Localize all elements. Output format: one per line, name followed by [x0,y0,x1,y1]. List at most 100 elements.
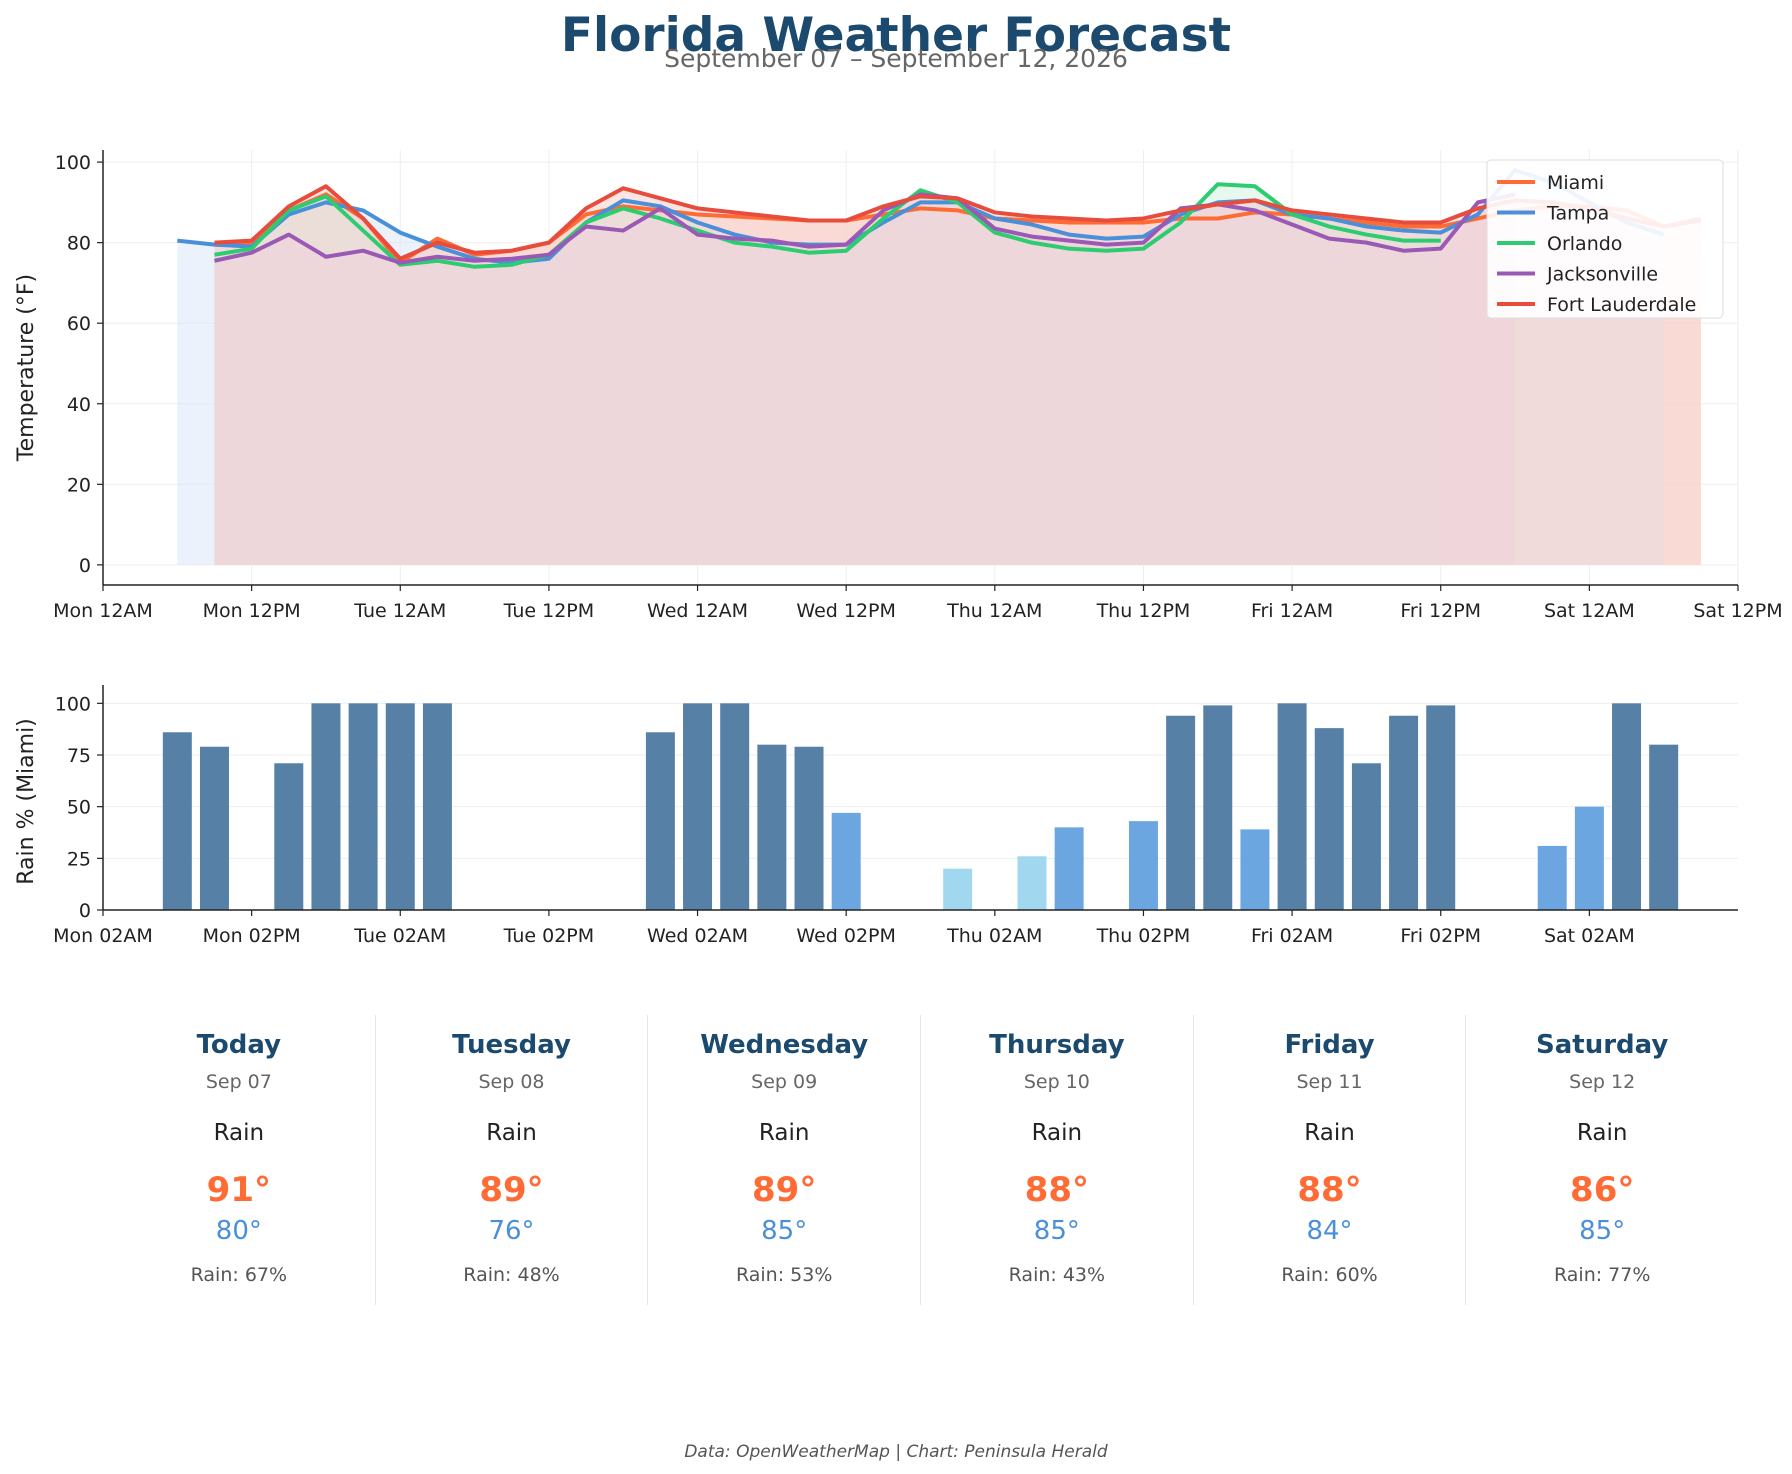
forecast-condition: Rain [758,1120,810,1146]
forecast-date: Sep 07 [205,1071,272,1093]
forecast-condition: Rain [1576,1120,1628,1146]
y-tick-label: 100 [55,693,91,715]
rain-bar [311,703,341,910]
legend-label: Orlando [1547,233,1622,255]
x-tick-label: Fri 12PM [1400,600,1481,622]
forecast-card: Tuesday Sep 08 Rain 89° 76° Rain: 48% [374,1015,648,1305]
x-tick-label: Tue 12PM [503,600,595,622]
series-line-tampa [177,168,1665,265]
y-tick-label: 60 [67,313,91,335]
x-tick-label: Mon 12PM [203,600,301,622]
rain-bar [1054,827,1084,910]
chart-subtitle: September 07 – September 12, 2026 [664,44,1128,73]
forecast-low: 85° [1033,1216,1080,1246]
x-tick-label: Thu 02PM [1096,925,1191,947]
rain-bar [422,703,452,910]
series-area-fort-lauderdale [214,186,1701,565]
rain-bar [162,732,192,910]
x-tick-label: Tue 02AM [353,925,446,947]
forecast-rain: Rain: 77% [1553,1264,1651,1286]
rain-bar [1426,705,1456,910]
series-line-fort-lauderdale [214,184,1702,261]
forecast-card: Today Sep 07 Rain 91° 80° Rain: 67% [103,1015,375,1305]
forecast-condition: Rain [213,1120,265,1146]
x-tick-label: Thu 12AM [946,600,1042,622]
x-tick-label: Tue 12AM [353,600,446,622]
x-tick-label: Wed 12AM [647,600,748,622]
forecast-date: Sep 09 [751,1071,818,1093]
forecast-high: 88° [1297,1170,1362,1210]
x-tick-label: Wed 12PM [796,600,896,622]
rain-bar [1240,829,1270,910]
forecast-rain: Rain: 67% [190,1264,288,1286]
forecast-condition: Rain [1031,1120,1083,1146]
legend-box [1486,159,1724,319]
forecast-day: Friday [1284,1030,1375,1060]
x-tick-label: Thu 02AM [946,925,1042,947]
y-axis-label: Temperature (°F) [14,274,39,462]
y-tick-label: 80 [67,233,91,255]
forecast-low: 80° [215,1216,262,1246]
x-tick-label: Thu 12PM [1096,600,1191,622]
rain-bar [757,744,787,910]
forecast-condition: Rain [1304,1120,1355,1146]
forecast-card: Wednesday Sep 09 Rain 89° 85° Rain: 53% [647,1015,920,1305]
x-tick-label: Mon 12AM [53,600,153,622]
rain-bar [831,812,861,910]
y-tick-label: 75 [67,745,91,767]
forecast-condition: Rain [486,1120,537,1146]
forecast-day: Wednesday [700,1030,869,1060]
forecast-rain: Rain: 53% [735,1264,833,1286]
rain-chart: 0 25 50 75 100 Mon 02AM Mon 02PM Tue 02AM Tue 02… [14,685,1738,947]
forecast-card: Friday Sep 11 Rain 88° 84° Rain: 60% [1192,1015,1466,1305]
legend-label: Jacksonville [1546,264,1658,286]
rain-bar [720,703,750,910]
rain-bar [683,703,713,910]
legend-label: Fort Lauderdale [1547,294,1696,316]
forecast-card: Saturday Sep 12 Rain 86° 85° Rain: 77% [1465,1015,1738,1305]
rain-bar [1314,728,1344,910]
forecast-rain: Rain: 60% [1281,1264,1378,1286]
forecast-day: Today [196,1030,282,1060]
series-line-jacksonville [214,192,1516,265]
x-tick-label: Sat 02AM [1544,925,1635,947]
rain-bar [645,732,675,910]
rain-bar [1612,703,1642,910]
x-tick-label: Wed 02AM [647,925,748,947]
rain-bar [1277,703,1307,910]
rain-bar [1017,856,1047,910]
series-line-orlando [214,182,1441,269]
forecast-date: Sep 08 [478,1071,545,1093]
forecast-day: Saturday [1536,1030,1669,1060]
rain-bar [943,868,973,910]
chart-title: Florida Weather Forecast [560,8,1232,63]
x-tick-label: Fri 02AM [1251,925,1333,947]
forecast-high: 88° [1024,1170,1090,1210]
x-tick-label: Tue 02PM [503,925,595,947]
rain-bar [274,763,304,910]
rain-bar [348,703,378,910]
forecast-low: 85° [761,1216,808,1246]
rain-bar [385,703,415,910]
daily-forecast-cards: Today Sep 07 Rain 91° 80° Rain: 67% Tues… [103,1015,1738,1305]
forecast-low: 84° [1306,1216,1353,1246]
x-tick-label: Mon 02AM [53,925,153,947]
source-credit: Data: OpenWeatherMap | Chart: Peninsula … [684,1442,1108,1462]
y-tick-label: 40 [67,394,91,416]
rain-bar [794,746,824,910]
x-tick-label: Fri 12AM [1251,600,1333,622]
rain-bar [1389,715,1419,910]
forecast-high: 89° [752,1170,817,1210]
y-tick-label: 50 [67,797,91,819]
temperature-chart: 0 20 40 60 80 100 Mon 12AM Mon 12PM Tue 12AM Tue … [14,150,1783,622]
y-tick-label: 0 [79,555,91,577]
x-tick-label: Sat 12PM [1693,600,1782,622]
forecast-card: Thursday Sep 10 Rain 88° 85° Rain: 43% [920,1015,1193,1305]
forecast-rain: Rain: 43% [1008,1264,1106,1286]
forecast-low: 76° [488,1216,535,1246]
rain-bar [1574,806,1604,910]
forecast-date: Sep 10 [1023,1071,1090,1093]
forecast-rain: Rain: 48% [463,1264,560,1286]
x-tick-label: Mon 02PM [203,925,301,947]
rain-bar [1649,744,1679,910]
